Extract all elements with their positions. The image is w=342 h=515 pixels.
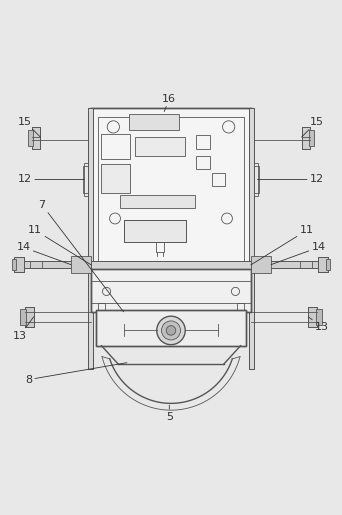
Bar — [88, 108, 93, 369]
Bar — [302, 127, 310, 149]
Bar — [251, 163, 258, 196]
Text: 15: 15 — [302, 117, 324, 137]
Bar — [14, 257, 25, 272]
Bar — [237, 303, 244, 310]
Bar — [20, 261, 90, 268]
Bar — [88, 108, 93, 369]
Text: 5: 5 — [166, 405, 173, 422]
Bar — [90, 108, 252, 285]
Bar — [123, 220, 186, 242]
Bar — [90, 108, 252, 285]
Bar — [32, 127, 40, 149]
Bar — [302, 127, 310, 149]
Text: 11: 11 — [251, 226, 314, 265]
Bar — [71, 256, 91, 273]
Bar — [156, 242, 164, 252]
Bar — [252, 261, 322, 268]
Bar — [91, 261, 251, 269]
Bar — [308, 307, 317, 327]
Bar — [308, 307, 317, 327]
Circle shape — [157, 316, 185, 345]
Bar — [317, 257, 328, 272]
Bar — [129, 114, 180, 130]
Bar — [96, 310, 246, 346]
Bar — [120, 195, 195, 208]
Circle shape — [161, 321, 181, 340]
Circle shape — [166, 325, 176, 335]
Text: 12: 12 — [18, 175, 84, 184]
Bar — [25, 307, 34, 327]
Text: 14: 14 — [271, 243, 326, 265]
Bar — [91, 261, 251, 269]
Bar — [12, 259, 16, 270]
Text: 11: 11 — [28, 226, 91, 265]
Bar — [249, 108, 254, 369]
Bar — [251, 256, 271, 273]
Bar — [252, 261, 322, 268]
Bar — [251, 166, 259, 193]
Text: 7: 7 — [39, 200, 123, 312]
Bar — [28, 130, 33, 146]
Bar — [102, 164, 130, 193]
Bar — [84, 163, 91, 196]
Bar — [309, 130, 314, 146]
Text: 13: 13 — [308, 317, 329, 332]
Bar — [14, 257, 25, 272]
Bar — [83, 166, 91, 193]
Text: 13: 13 — [13, 317, 34, 340]
Bar — [123, 220, 186, 242]
Text: 16: 16 — [162, 94, 176, 112]
Bar — [249, 108, 254, 369]
Bar — [91, 269, 251, 312]
Text: 14: 14 — [16, 243, 71, 265]
Text: 8: 8 — [25, 363, 127, 385]
Bar — [135, 137, 185, 156]
Bar — [20, 309, 26, 325]
Bar — [316, 309, 322, 325]
Bar — [212, 174, 225, 186]
Bar — [102, 134, 130, 159]
Bar — [20, 261, 90, 268]
Bar — [32, 127, 40, 149]
Bar — [196, 156, 210, 169]
Text: 15: 15 — [18, 117, 40, 137]
Text: 12: 12 — [258, 175, 324, 184]
Bar — [96, 310, 246, 346]
Bar — [25, 307, 34, 327]
Bar — [196, 135, 210, 149]
Bar — [98, 117, 244, 276]
Bar — [91, 269, 251, 312]
Bar — [326, 259, 330, 270]
Bar — [98, 303, 105, 310]
Bar — [317, 257, 328, 272]
